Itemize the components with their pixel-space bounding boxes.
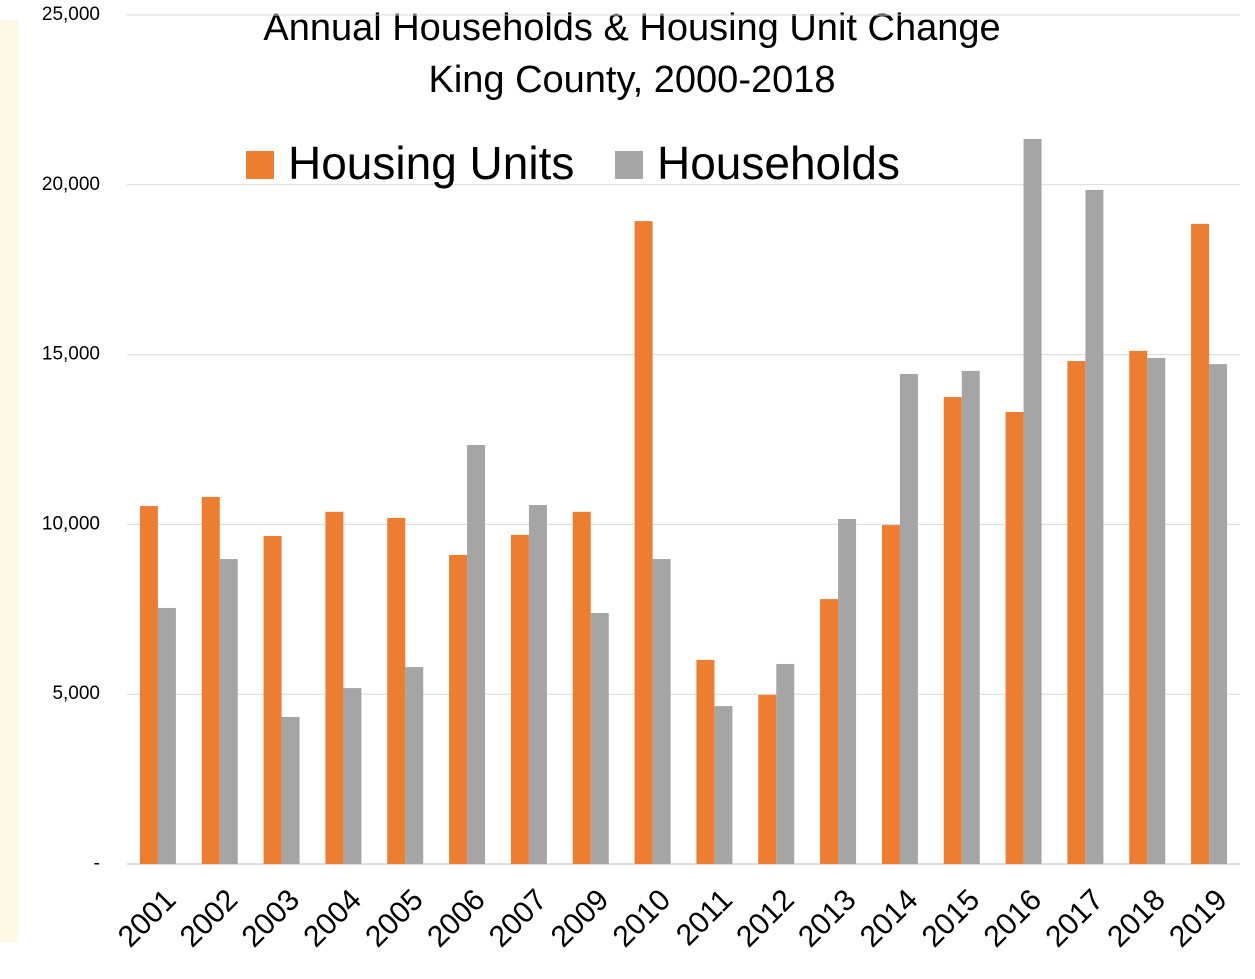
bar: [820, 599, 839, 864]
bar: [652, 559, 671, 864]
bar: [943, 397, 962, 864]
bar: [899, 373, 918, 864]
legend-swatch: [246, 151, 274, 179]
x-tick-label: 2019: [1163, 883, 1234, 954]
bar: [1209, 364, 1228, 864]
bar: [881, 525, 900, 864]
bar: [387, 517, 406, 864]
x-tick-label: 2010: [607, 883, 678, 954]
bar: [405, 667, 424, 864]
legend-label: Households: [657, 137, 900, 189]
x-tick-label: 2006: [421, 883, 492, 954]
x-tick-label: 2001: [112, 883, 183, 954]
x-tick-label: 2018: [1101, 883, 1172, 954]
bar: [219, 559, 238, 864]
bar: [758, 694, 777, 864]
y-tick-label: 25,000: [42, 4, 100, 25]
bar: [281, 716, 300, 864]
bar: [263, 535, 282, 864]
x-tick-label: 2014: [854, 883, 925, 954]
x-tick-label: 2015: [916, 883, 987, 954]
bar: [1085, 189, 1104, 865]
bar: [1191, 223, 1210, 864]
chart-title: Annual Households & Housing Unit Change: [263, 7, 1000, 49]
bar: [510, 534, 529, 864]
bar: [449, 554, 468, 864]
x-tick-label: 2011: [670, 883, 739, 952]
x-tick-label: 2013: [792, 883, 863, 954]
bar: [201, 496, 220, 864]
bar: [634, 221, 653, 864]
x-tick-label: 2004: [297, 883, 368, 954]
x-tick-label: 2009: [545, 883, 616, 954]
bar: [467, 444, 486, 864]
bar: [343, 688, 362, 864]
y-tick-label: -: [94, 853, 100, 874]
x-tick-label: 2017: [1039, 883, 1110, 954]
bar: [572, 511, 591, 864]
legend-swatch: [615, 151, 643, 179]
bar: [1129, 350, 1148, 865]
x-tick-label: 2016: [978, 883, 1049, 954]
bar: [696, 659, 715, 864]
bar: [714, 706, 733, 864]
y-tick-label: 15,000: [42, 344, 100, 365]
x-tick-label: 2005: [359, 883, 430, 954]
x-tick-label: 2012: [730, 883, 801, 954]
x-tick-label: 2007: [483, 883, 554, 954]
bar: [1147, 357, 1166, 864]
bar: [1023, 138, 1042, 865]
chart-subtitle: King County, 2000-2018: [428, 59, 835, 101]
y-tick-label: 10,000: [42, 513, 100, 534]
bar: [139, 506, 158, 864]
bar: [776, 663, 795, 864]
background-strip: [0, 20, 18, 942]
x-tick-label: 2002: [174, 883, 245, 954]
bar: [838, 518, 857, 864]
bar: [157, 607, 176, 864]
bar: [1005, 411, 1024, 864]
y-tick-label: 20,000: [42, 174, 100, 195]
bar: [1067, 361, 1086, 864]
bar: [961, 370, 980, 864]
x-tick-label: 2003: [236, 883, 307, 954]
bar: [590, 613, 609, 864]
bar: [325, 511, 344, 864]
legend-label: Housing Units: [288, 137, 574, 189]
y-tick-label: 5,000: [52, 683, 100, 704]
bar: [528, 505, 547, 864]
